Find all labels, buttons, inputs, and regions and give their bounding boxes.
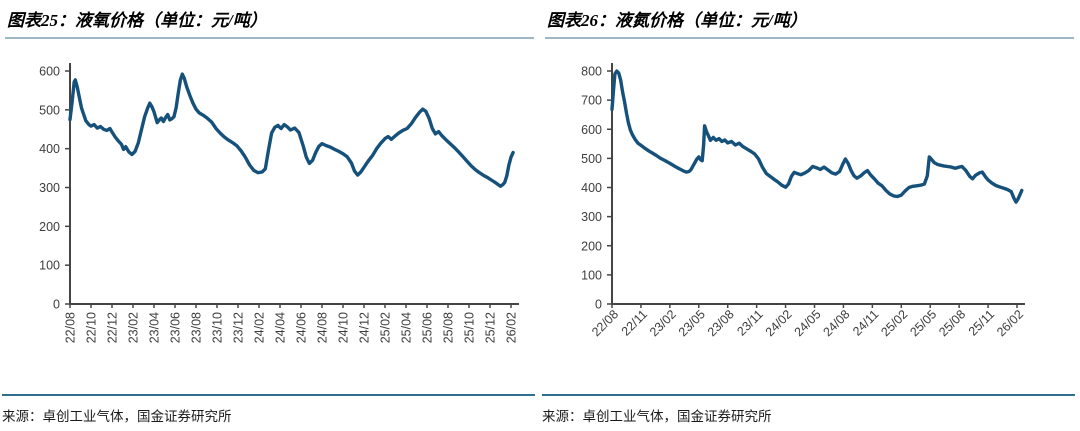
- svg-text:23/08: 23/08: [190, 312, 204, 343]
- svg-text:24/06: 24/06: [295, 312, 309, 343]
- svg-text:23/10: 23/10: [211, 312, 225, 343]
- svg-text:23/11: 23/11: [734, 307, 765, 338]
- svg-text:22/08: 22/08: [589, 307, 621, 339]
- svg-text:23/02: 23/02: [127, 312, 141, 343]
- svg-text:700: 700: [581, 94, 602, 108]
- svg-text:24/02: 24/02: [763, 307, 795, 339]
- figure-25-source: 来源：卓创工业气体，国金证券研究所: [2, 394, 535, 425]
- tick-marks: [65, 70, 512, 308]
- svg-text:24/12: 24/12: [358, 312, 372, 343]
- svg-text:23/04: 23/04: [148, 312, 162, 343]
- svg-text:22/11: 22/11: [619, 307, 650, 338]
- svg-text:24/02: 24/02: [253, 312, 267, 343]
- svg-text:100: 100: [581, 268, 602, 282]
- y-axis-labels: 0 100 200 300 400 500 600 700 800: [581, 65, 602, 312]
- x-axis-labels: 22/0822/1123/0223/0523/0823/1124/0224/05…: [589, 307, 1026, 339]
- svg-text:23/08: 23/08: [705, 307, 737, 339]
- price-series-line: [610, 69, 1024, 204]
- figure-25-title: 图表25：液氧价格（单位：元/吨）: [5, 4, 534, 39]
- axes: [69, 63, 519, 305]
- svg-text:25/02: 25/02: [878, 307, 910, 339]
- svg-text:300: 300: [581, 210, 602, 224]
- svg-text:500: 500: [39, 103, 60, 117]
- y-axis-labels: 0 100 200 300 400 500 600: [39, 65, 60, 312]
- svg-text:300: 300: [39, 181, 60, 195]
- svg-text:25/11: 25/11: [966, 307, 997, 338]
- svg-text:25/08: 25/08: [442, 312, 456, 343]
- svg-text:23/02: 23/02: [647, 307, 679, 339]
- svg-text:100: 100: [39, 259, 60, 273]
- svg-text:24/05: 24/05: [792, 307, 824, 339]
- svg-text:25/02: 25/02: [379, 312, 393, 343]
- x-axis-labels: 22/08 22/10 22/12 23/02 23/04 23/06 23/08 23/10…: [64, 312, 519, 343]
- svg-text:0: 0: [595, 298, 602, 312]
- svg-text:600: 600: [39, 65, 60, 79]
- svg-text:26/02: 26/02: [505, 312, 519, 343]
- svg-text:24/11: 24/11: [850, 307, 881, 338]
- svg-text:24/10: 24/10: [337, 312, 351, 343]
- tick-marks: [607, 70, 1018, 308]
- svg-text:24/04: 24/04: [274, 312, 288, 343]
- svg-text:600: 600: [581, 123, 602, 137]
- svg-text:22/08: 22/08: [64, 312, 78, 343]
- svg-text:22/10: 22/10: [85, 312, 99, 343]
- svg-text:25/12: 25/12: [484, 312, 498, 343]
- svg-text:23/12: 23/12: [232, 312, 246, 343]
- figure-25: 图表25：液氧价格（单位：元/吨） 0 100 200 300 400 500 600 22/…: [2, 4, 535, 425]
- svg-text:200: 200: [581, 239, 602, 253]
- svg-text:26/02: 26/02: [994, 307, 1026, 339]
- svg-text:24/08: 24/08: [316, 312, 330, 343]
- svg-text:24/08: 24/08: [821, 307, 853, 339]
- svg-text:25/05: 25/05: [907, 307, 939, 339]
- svg-text:400: 400: [39, 142, 60, 156]
- svg-text:400: 400: [581, 181, 602, 195]
- svg-text:25/10: 25/10: [463, 312, 477, 343]
- axes: [611, 63, 1025, 305]
- svg-text:25/08: 25/08: [936, 307, 968, 339]
- svg-text:0: 0: [53, 298, 60, 312]
- svg-text:200: 200: [39, 220, 60, 234]
- svg-text:23/05: 23/05: [676, 307, 708, 339]
- svg-text:22/12: 22/12: [106, 312, 120, 343]
- svg-text:500: 500: [581, 152, 602, 166]
- svg-text:800: 800: [581, 65, 602, 79]
- figure-26-source: 来源：卓创工业气体，国金证券研究所: [542, 394, 1075, 425]
- svg-text:23/06: 23/06: [169, 312, 183, 343]
- price-series-line: [68, 72, 515, 189]
- figure-26-title: 图表26：液氮价格（单位：元/吨）: [545, 4, 1074, 39]
- figure-26: 图表26：液氮价格（单位：元/吨） 0 100 200 300 400 500 600 700…: [540, 0, 1080, 431]
- liquid-nitrogen-price-line-chart: 0 100 200 300 400 500 600 700 800 22/0822/1123/02…: [581, 63, 1026, 339]
- svg-text:25/06: 25/06: [421, 312, 435, 343]
- svg-text:25/04: 25/04: [400, 312, 414, 343]
